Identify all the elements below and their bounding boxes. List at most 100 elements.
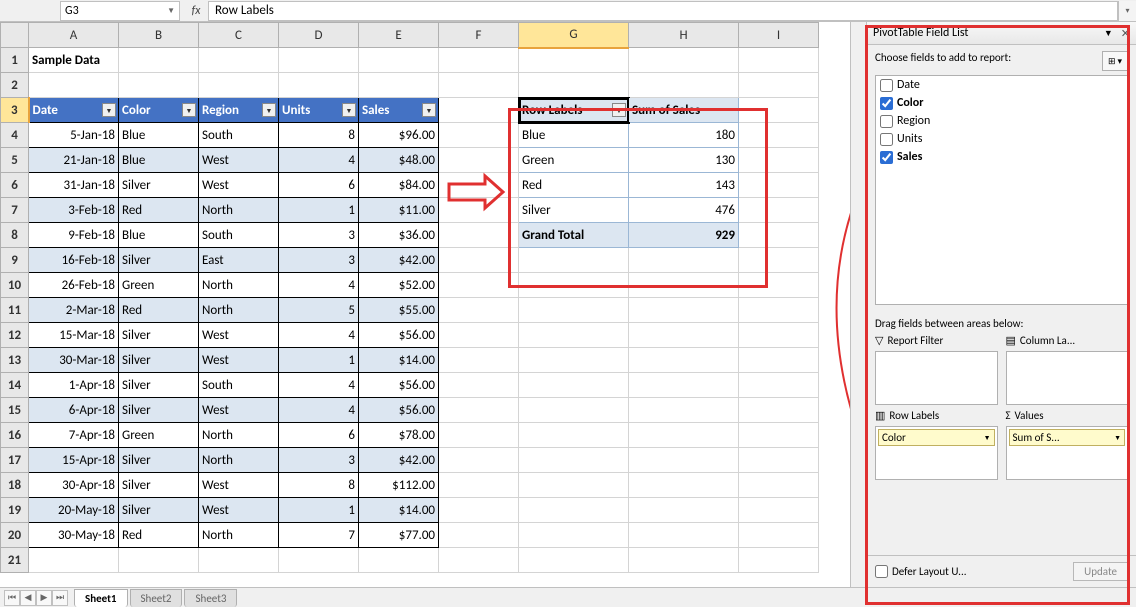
cell-D1[interactable] [279,48,359,73]
cell-E7[interactable]: $11.00 [359,198,439,223]
cell-E21[interactable] [359,548,439,573]
cell-I21[interactable] [739,548,819,573]
filter-dropdown-icon[interactable]: ▼ [422,103,436,117]
cell-C16[interactable]: North [199,423,279,448]
cell-G13[interactable] [519,348,629,373]
filter-dropdown-icon[interactable]: ▼ [342,103,356,117]
cell-I14[interactable] [739,373,819,398]
cell-D20[interactable]: 7 [279,523,359,548]
col-head-C[interactable]: C [199,23,279,48]
row-head-4[interactable]: 4 [1,123,29,148]
cell-E14[interactable]: $56.00 [359,373,439,398]
cell-A11[interactable]: 2-Mar-18 [29,298,119,323]
cell-D18[interactable]: 8 [279,473,359,498]
cell-C8[interactable]: South [199,223,279,248]
row-head-8[interactable]: 8 [1,223,29,248]
cell-F3[interactable] [439,98,519,123]
cell-C11[interactable]: North [199,298,279,323]
cell-I13[interactable] [739,348,819,373]
cell-B20[interactable]: Red [119,523,199,548]
field-checkbox[interactable] [880,151,893,164]
cell-A10[interactable]: 26-Feb-18 [29,273,119,298]
cell-E5[interactable]: $48.00 [359,148,439,173]
cell-F2[interactable] [439,73,519,98]
field-item-color[interactable]: Color [876,94,1127,112]
cell-H3[interactable]: Sum of Sales [629,98,739,123]
cell-B17[interactable]: Silver [119,448,199,473]
cell-B4[interactable]: Blue [119,123,199,148]
cell-H2[interactable] [629,73,739,98]
cell-A16[interactable]: 7-Apr-18 [29,423,119,448]
cell-F20[interactable] [439,523,519,548]
filter-dropdown-icon[interactable]: ▼ [262,103,276,117]
cell-C13[interactable]: West [199,348,279,373]
row-head-6[interactable]: 6 [1,173,29,198]
cell-I7[interactable] [739,198,819,223]
name-box-dropdown-icon[interactable]: ▼ [167,6,175,16]
cell-D3[interactable]: Units▼ [279,98,359,123]
cell-A12[interactable]: 15-Mar-18 [29,323,119,348]
cell-I17[interactable] [739,448,819,473]
cell-C18[interactable]: West [199,473,279,498]
cell-D4[interactable]: 8 [279,123,359,148]
cell-D8[interactable]: 3 [279,223,359,248]
row-head-18[interactable]: 18 [1,473,29,498]
cell-C3[interactable]: Region▼ [199,98,279,123]
row-head-12[interactable]: 12 [1,323,29,348]
row-head-20[interactable]: 20 [1,523,29,548]
cell-G6[interactable]: Red [519,173,629,198]
row-head-13[interactable]: 13 [1,348,29,373]
cell-G1[interactable] [519,48,629,73]
cell-H19[interactable] [629,498,739,523]
cell-E19[interactable]: $14.00 [359,498,439,523]
formula-expand-icon[interactable]: ▾ [1118,1,1136,21]
cell-I19[interactable] [739,498,819,523]
cell-H14[interactable] [629,373,739,398]
field-checkbox[interactable] [880,115,893,128]
values-chip-sumofsales[interactable]: Sum of S...▼ [1009,429,1126,446]
cell-C20[interactable]: North [199,523,279,548]
select-all-corner[interactable] [1,23,29,48]
cell-E4[interactable]: $96.00 [359,123,439,148]
row-head-5[interactable]: 5 [1,148,29,173]
cell-F16[interactable] [439,423,519,448]
row-head-3[interactable]: 3 [1,98,29,123]
cell-E3[interactable]: Sales▼ [359,98,439,123]
cell-A9[interactable]: 16-Feb-18 [29,248,119,273]
cell-H9[interactable] [629,248,739,273]
cell-C14[interactable]: South [199,373,279,398]
cell-A18[interactable]: 30-Apr-18 [29,473,119,498]
cell-C7[interactable]: North [199,198,279,223]
defer-layout-checkbox[interactable]: Defer Layout U... [875,565,967,578]
worksheet-grid[interactable]: ABCDEFGHI1Sample Data23Date▼Color▼Region… [0,22,850,587]
row-head-21[interactable]: 21 [1,548,29,573]
cell-B1[interactable] [119,48,199,73]
cell-I4[interactable] [739,123,819,148]
cell-D2[interactable] [279,73,359,98]
cell-F12[interactable] [439,323,519,348]
report-filter-dropzone[interactable] [875,351,998,405]
cell-A19[interactable]: 20-May-18 [29,498,119,523]
cell-B14[interactable]: Silver [119,373,199,398]
update-button[interactable]: Update [1073,562,1128,581]
cell-D6[interactable]: 6 [279,173,359,198]
panel-menu-icon[interactable]: ▼ [1104,28,1113,39]
cell-H7[interactable]: 476 [629,198,739,223]
cell-A5[interactable]: 21-Jan-18 [29,148,119,173]
cell-B19[interactable]: Silver [119,498,199,523]
cell-A6[interactable]: 31-Jan-18 [29,173,119,198]
cell-G11[interactable] [519,298,629,323]
col-head-A[interactable]: A [29,23,119,48]
cell-H12[interactable] [629,323,739,348]
cell-C2[interactable] [199,73,279,98]
cell-D13[interactable]: 1 [279,348,359,373]
cell-D7[interactable]: 1 [279,198,359,223]
cell-E13[interactable]: $14.00 [359,348,439,373]
cell-C17[interactable]: North [199,448,279,473]
cell-A2[interactable] [29,73,119,98]
cell-I3[interactable] [739,98,819,123]
row-head-17[interactable]: 17 [1,448,29,473]
col-head-F[interactable]: F [439,23,519,48]
cell-G18[interactable] [519,473,629,498]
cell-I15[interactable] [739,398,819,423]
